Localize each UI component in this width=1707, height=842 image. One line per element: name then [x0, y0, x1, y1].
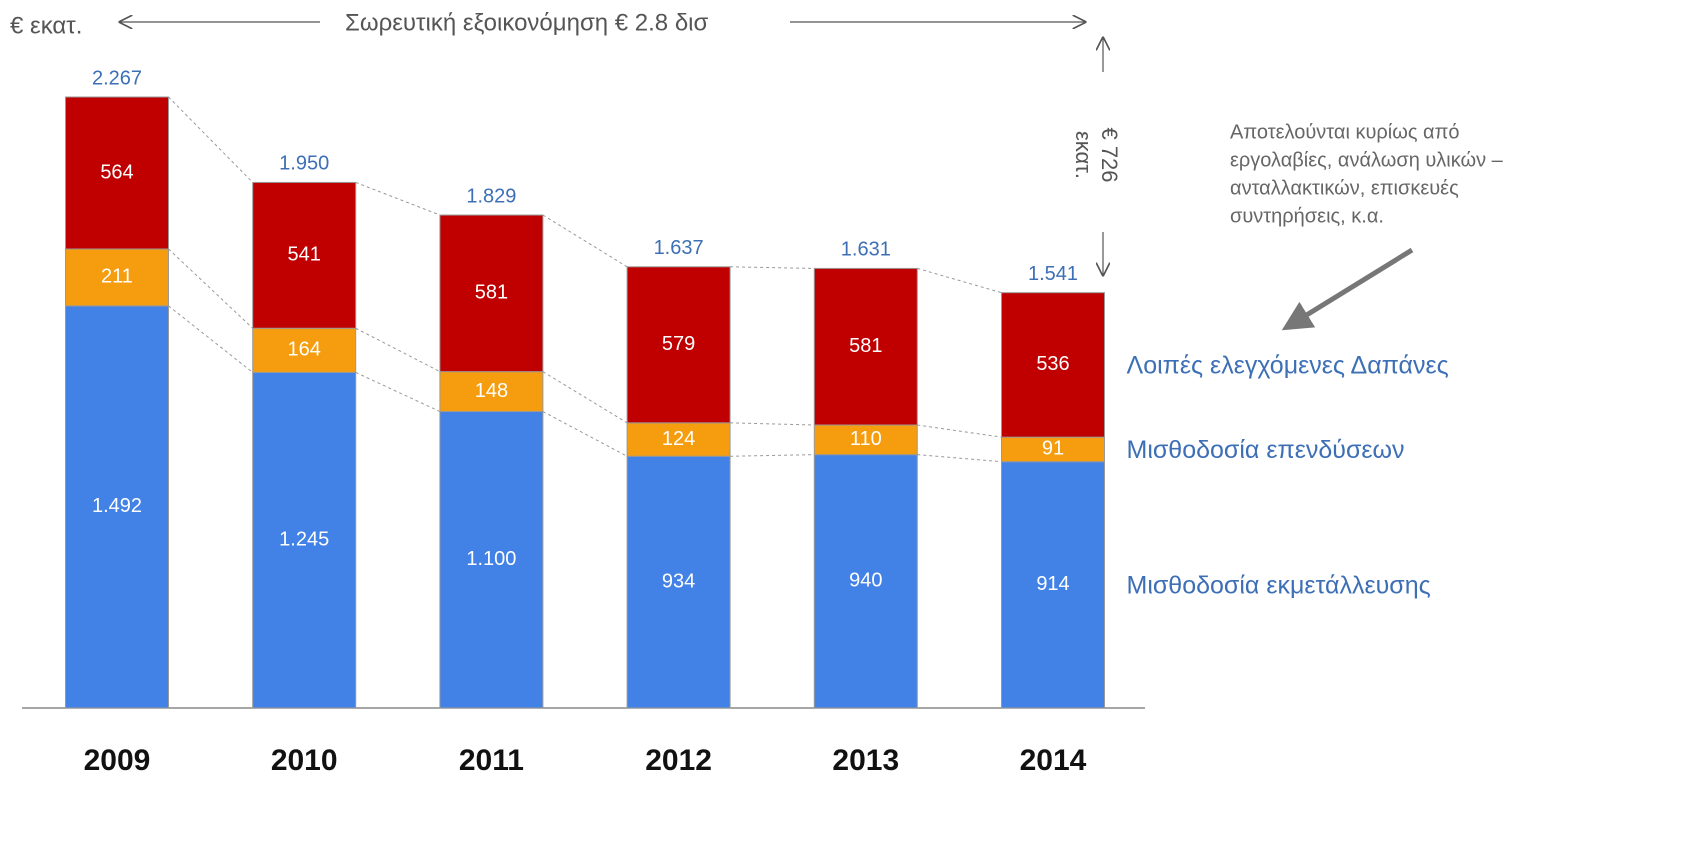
segment-label: 914: [1036, 573, 1069, 595]
bar-segment: [813, 454, 918, 709]
total-label: 1.631: [841, 239, 891, 261]
connector: [355, 327, 441, 373]
x-tick-label: 2012: [645, 744, 712, 777]
segment-label: 579: [662, 333, 695, 355]
connector: [355, 371, 441, 412]
legend-label: Μισθοδοσία επενδύσεων: [1127, 436, 1405, 464]
connector: [730, 454, 815, 457]
note-arrow: [1281, 247, 1414, 331]
bar-segment: [65, 96, 169, 250]
segment-label: 164: [288, 339, 321, 361]
bar-segment: [1001, 436, 1105, 463]
segment-label: 934: [662, 570, 695, 592]
difference-label: € 726 εκατ.: [1071, 127, 1122, 182]
segment-label: 940: [849, 570, 882, 592]
segment-label: 1.100: [466, 548, 516, 570]
note: Αποτελούνται κυρίως από εργολαβίες, ανάλ…: [1230, 121, 1504, 227]
note-line: Αποτελούνται κυρίως από: [1230, 121, 1460, 143]
bar-segment: [813, 424, 918, 456]
bar-segment: [1001, 461, 1105, 709]
difference-line: εκατ.: [1071, 131, 1096, 179]
bar-segment: [65, 248, 169, 307]
connector: [917, 454, 1002, 463]
savings-label: Σωρευτική εξοικονόμηση € 2.8 δισ: [345, 9, 709, 36]
segment-label: 124: [662, 428, 695, 450]
connector: [355, 181, 441, 216]
segment-label: 211: [101, 266, 133, 288]
x-tick-label: 2013: [832, 744, 899, 777]
bar-segment: [439, 371, 544, 413]
bar-segment: [1001, 292, 1105, 438]
segment-label: 1.245: [279, 529, 329, 551]
segment-label: 1.492: [92, 495, 142, 517]
bar-segment: [813, 267, 918, 426]
legend-label: Λοιπές ελεγχόμενες Δαπάνες: [1127, 352, 1449, 380]
bar-segment: [65, 305, 169, 709]
segment-label: 581: [849, 335, 882, 357]
total-label: 2.267: [92, 67, 142, 89]
x-tick-label: 2009: [84, 744, 151, 777]
segment-label: 91: [1042, 438, 1064, 460]
connector: [730, 266, 815, 269]
connector: [917, 424, 1002, 438]
total-label: 1.637: [654, 237, 704, 259]
bar-segment: [252, 181, 357, 329]
x-tick-label: 2014: [1020, 744, 1087, 777]
segment-label: 564: [100, 161, 133, 183]
connector: [168, 248, 254, 329]
segment-label: 581: [475, 282, 508, 304]
note-line: συντηρήσεις, κ.α.: [1230, 205, 1384, 227]
unit-label: € εκατ.: [10, 12, 82, 39]
x-tick-label: 2011: [459, 744, 524, 777]
segment-label: 536: [1036, 353, 1069, 375]
segment-label: 110: [850, 428, 882, 450]
note-line: εργολαβίες, ανάλωση υλικών –: [1230, 149, 1504, 171]
connector: [168, 96, 254, 183]
connector: [542, 371, 628, 424]
total-label: 1.950: [279, 153, 329, 175]
total-label: 1.541: [1028, 263, 1078, 285]
bar-segment: [626, 455, 731, 709]
segment-label: 541: [288, 244, 321, 266]
note-line: ανταλλακτικών, επισκευές: [1230, 177, 1459, 199]
bar-segment: [439, 214, 544, 373]
legend-label: Μισθοδοσία εκμετάλλευσης: [1127, 571, 1431, 599]
difference-line: € 726: [1097, 127, 1122, 182]
connector: [730, 422, 815, 426]
bar-segment: [626, 266, 731, 424]
connector: [542, 411, 628, 457]
connector: [917, 267, 1002, 294]
x-tick-label: 2010: [271, 744, 338, 777]
connector: [542, 214, 628, 268]
bar-segment: [439, 411, 544, 709]
segment-label: 148: [475, 380, 508, 402]
total-label: 1.829: [466, 185, 516, 207]
